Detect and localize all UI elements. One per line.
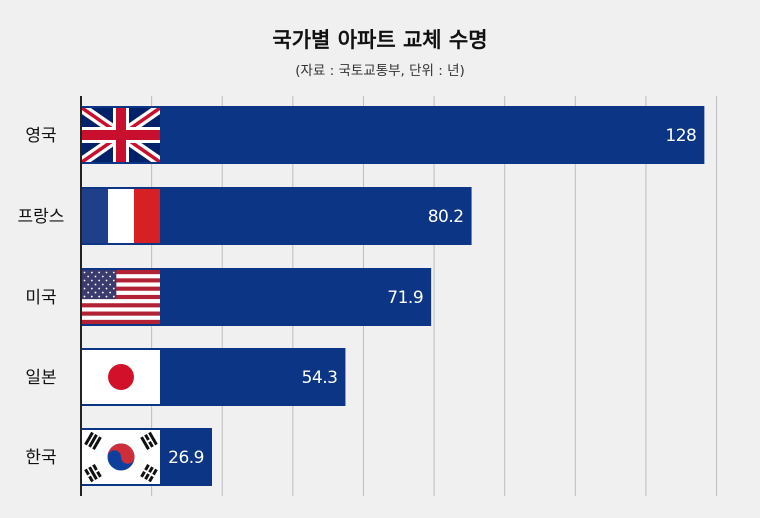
data-label: 54.3 — [302, 368, 338, 388]
bar — [81, 106, 705, 164]
bar-row: 프랑스 80.2 — [18, 187, 472, 245]
data-label: 128 — [665, 126, 696, 146]
uk-flag — [82, 108, 160, 162]
france-flag — [82, 189, 160, 243]
data-label: 71.9 — [387, 288, 423, 308]
chart-title: 국가별 아파트 교체 수명 — [272, 28, 487, 52]
category-label: 미국 — [25, 288, 56, 308]
korea-flag — [82, 430, 160, 484]
category-label: 프랑스 — [18, 207, 65, 227]
category-label: 일본 — [25, 368, 56, 388]
category-label: 한국 — [25, 448, 56, 468]
data-label: 26.9 — [168, 448, 204, 468]
bar-row: 영국 128 — [25, 106, 705, 164]
bar-row: 한국 26.9 — [25, 428, 213, 486]
japan-flag — [82, 350, 160, 404]
bar-row: 일본 54.3 — [25, 348, 346, 406]
bars-group: 영국 128 프랑스 80.2 미국 71.9 일본 54.3 한국 26.9 — [18, 106, 705, 486]
data-label: 80.2 — [428, 207, 464, 227]
chart-subtitle: (자료 : 국토교통부, 단위 : 년) — [295, 63, 465, 79]
bar-row: 미국 71.9 — [25, 268, 432, 326]
category-label: 영국 — [25, 126, 56, 146]
usa-flag — [82, 270, 160, 324]
